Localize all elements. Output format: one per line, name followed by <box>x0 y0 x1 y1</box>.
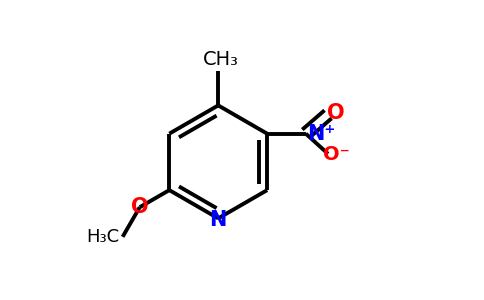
Text: N⁺: N⁺ <box>307 124 335 144</box>
Text: CH₃: CH₃ <box>203 50 239 69</box>
Text: N: N <box>210 210 227 230</box>
Text: O⁻: O⁻ <box>323 145 350 164</box>
Text: O: O <box>327 103 344 123</box>
Text: H₃C: H₃C <box>86 228 119 246</box>
Text: O: O <box>131 197 149 217</box>
